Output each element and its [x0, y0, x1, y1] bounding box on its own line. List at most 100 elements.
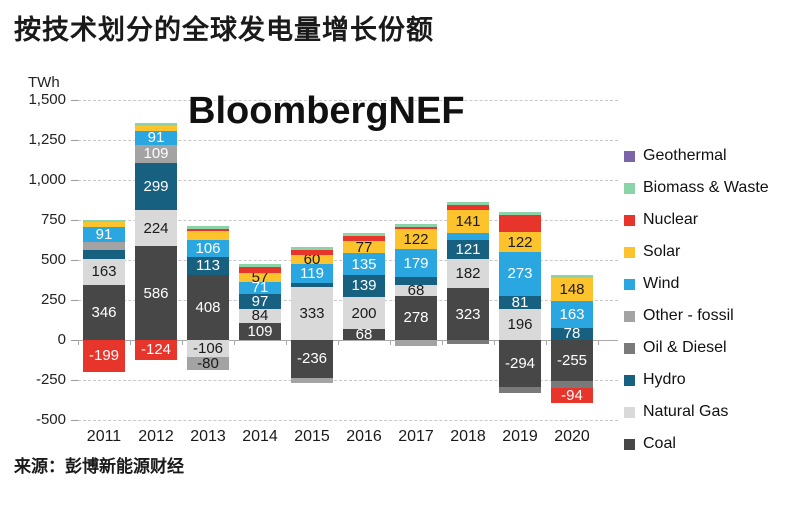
x-axis-year-label: 2017 — [398, 428, 434, 445]
bar-segment-hydro: 299 — [135, 162, 177, 211]
legend-swatch-biomass — [624, 182, 635, 194]
bar-segment-value: 278 — [403, 309, 429, 327]
y-tick-mark — [71, 260, 78, 261]
x-tick-mark — [442, 340, 443, 345]
bar-segment-coal: -294 — [499, 340, 541, 388]
bar-segment-wind: 273 — [499, 252, 541, 296]
bar-segment-natural_gas: 333 — [291, 286, 333, 340]
bar-segment-nuclear — [239, 267, 281, 274]
x-axis-year-label: 2018 — [450, 428, 486, 445]
bar-segment-coal: 346 — [83, 284, 125, 340]
x-tick-mark — [390, 340, 391, 345]
bar-segment-wind: 91 — [135, 130, 177, 145]
bar-segment-value: 113 — [196, 257, 220, 275]
bar-segment-value: -80 — [197, 354, 219, 372]
legend-swatch-solar — [624, 246, 635, 258]
bar-segment-coal: 278 — [395, 295, 437, 340]
bar-segment-value: 182 — [455, 265, 481, 283]
bar-segment-biomass — [291, 247, 333, 250]
bar-segment-solar — [83, 222, 125, 228]
bar-segment-natural_gas: 84 — [239, 308, 281, 323]
bar-segment-solar — [187, 231, 229, 240]
bar-segment-biomass — [83, 219, 125, 223]
bar-segment-value: 97 — [251, 292, 269, 310]
legend-swatch-natural_gas — [624, 406, 635, 418]
bar-segment-hydro: 81 — [499, 295, 541, 310]
x-tick-mark — [494, 340, 495, 345]
x-tick-mark — [598, 340, 599, 345]
y-tick-label: 750 — [40, 211, 66, 228]
x-axis-year-label: 2015 — [294, 428, 330, 445]
bar-segment-hydro: 139 — [343, 274, 385, 298]
bar-segment-value: 106 — [195, 239, 221, 257]
bar-segment-solar: 60 — [291, 252, 333, 267]
y-tick-label: 1,000 — [28, 171, 66, 188]
bar-segment-value: 57 — [251, 269, 269, 287]
bar-segment-biomass — [499, 212, 541, 215]
bar-segment-hydro: 113 — [187, 256, 229, 275]
bar-segment-solar: 141 — [447, 210, 489, 233]
legend-label: Coal — [643, 435, 676, 452]
legend-item-solar: Solar — [624, 236, 769, 268]
bar-segment-solar: 148 — [551, 277, 593, 302]
bar-segment-value: 68 — [355, 326, 373, 344]
bar-segment-value: 122 — [507, 233, 533, 251]
bar-segment-wind: 163 — [551, 301, 593, 328]
legend-item-geothermal: Geothermal — [624, 140, 769, 172]
bar-segment-oil_diesel — [447, 340, 489, 344]
bar-segment-wind: 135 — [343, 253, 385, 275]
y-axis: 1,500 1,250 1,000 750 500 250 0 -250 -500 — [0, 0, 70, 508]
y-tick-mark — [71, 180, 78, 181]
bar-segment-value: 200 — [351, 304, 377, 322]
bar-segment-value: 141 — [455, 212, 481, 230]
y-axis-unit-label: TWh — [28, 74, 60, 91]
gridline — [78, 140, 618, 141]
legend-label: Natural Gas — [643, 403, 729, 420]
legend-label: Solar — [643, 243, 681, 260]
bar-segment-value: -294 — [504, 355, 536, 373]
bar-segment-wind: 106 — [187, 239, 229, 257]
bar-segment-solar: 122 — [499, 232, 541, 252]
legend-label: Other - fossil — [643, 307, 734, 324]
bar-segment-nuclear — [343, 235, 385, 241]
bar-segment-wind: 91 — [83, 227, 125, 242]
bar-segment-solar: 122 — [395, 229, 437, 249]
bar-segment-value: 139 — [351, 277, 377, 295]
bar-segment-nuclear — [291, 249, 333, 255]
y-tick-mark — [71, 300, 78, 301]
bar-segment-value: -199 — [88, 347, 120, 365]
legend-item-hydro: Hydro — [624, 364, 769, 396]
bar-segment-value: -124 — [140, 341, 172, 359]
x-axis-year-label: 2013 — [190, 428, 226, 445]
bar-segment-value: 135 — [351, 255, 377, 273]
bar-segment-hydro: 78 — [551, 326, 593, 341]
y-tick-label: -250 — [35, 371, 66, 388]
x-axis-year-label: 2014 — [242, 428, 278, 445]
bar-segment-other_fossil — [395, 340, 437, 346]
bar-segment-wind: 71 — [239, 280, 281, 295]
x-axis-year-label: 2020 — [554, 428, 590, 445]
bar-segment-coal: 323 — [447, 288, 489, 340]
bar-segment-value: 148 — [559, 281, 585, 299]
bar-segment-value: 163 — [91, 263, 117, 281]
legend-label: Geothermal — [643, 147, 727, 164]
legend-label: Oil & Diesel — [643, 339, 727, 356]
legend-label: Biomass & Waste — [643, 179, 769, 196]
legend-item-oil_diesel: Oil & Diesel — [624, 332, 769, 364]
bar-segment-value: 273 — [507, 265, 533, 283]
legend: Geothermal Biomass & Waste Nuclear Solar Win… — [624, 140, 769, 460]
x-tick-mark — [286, 340, 287, 345]
legend-label: Nuclear — [643, 211, 699, 228]
bar-segment-value: 77 — [355, 238, 373, 256]
bar-segment-natural_gas: 200 — [343, 297, 385, 330]
gridline — [78, 420, 618, 421]
bar-segment-solar: 77 — [343, 238, 385, 256]
y-tick-mark — [71, 420, 78, 421]
source-text: 来源：彭博新能源财经 — [14, 457, 184, 476]
bar-segment-value: -255 — [556, 351, 588, 369]
bar-segment-other_fossil: 109 — [135, 145, 177, 163]
bar-segment-biomass — [343, 233, 385, 236]
y-tick-label: 500 — [40, 251, 66, 268]
legend-swatch-nuclear — [624, 214, 635, 226]
